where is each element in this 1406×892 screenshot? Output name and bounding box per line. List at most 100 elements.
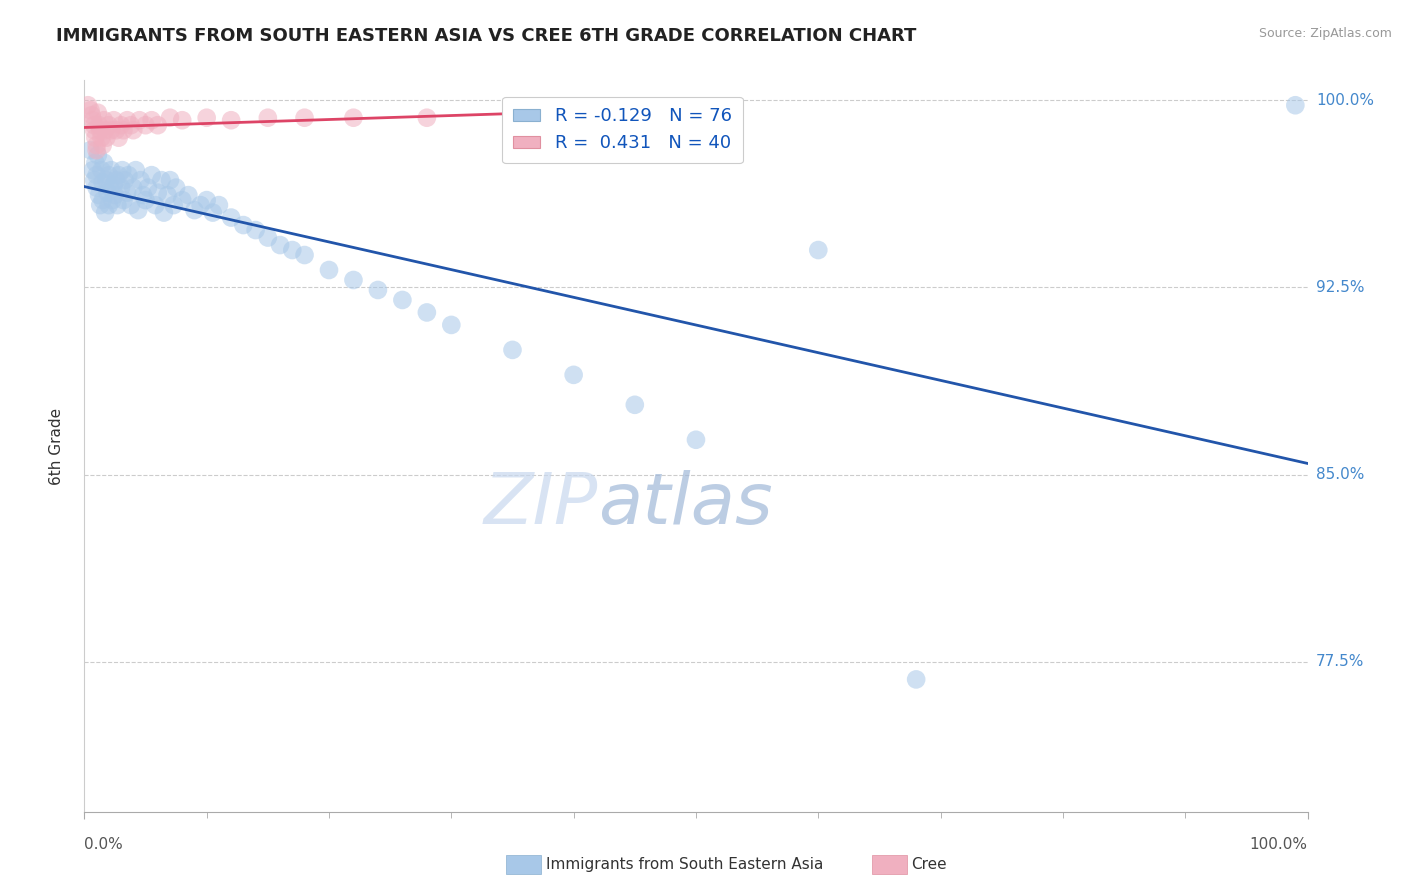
- Point: [128, 113, 150, 128]
- Point: [156, 188, 179, 202]
- Point: [201, 205, 224, 219]
- Point: [96, 173, 118, 187]
- Point: [538, 111, 561, 125]
- Point: [153, 205, 176, 219]
- Point: [110, 180, 132, 194]
- Point: [562, 368, 585, 382]
- Text: 100.0%: 100.0%: [1250, 837, 1308, 852]
- Point: [219, 211, 242, 225]
- Point: [129, 173, 152, 187]
- Point: [87, 188, 110, 202]
- Point: [86, 168, 108, 182]
- Y-axis label: 6th Grade: 6th Grade: [49, 408, 63, 484]
- Text: Source: ZipAtlas.com: Source: ZipAtlas.com: [1258, 27, 1392, 40]
- Point: [257, 230, 280, 244]
- Point: [685, 433, 707, 447]
- Point: [114, 173, 136, 187]
- Point: [97, 168, 120, 182]
- Text: 92.5%: 92.5%: [1316, 280, 1364, 295]
- Point: [94, 123, 117, 137]
- Point: [112, 193, 135, 207]
- Point: [219, 113, 242, 128]
- Point: [84, 155, 107, 169]
- Point: [159, 111, 181, 125]
- Point: [190, 198, 212, 212]
- Text: 85.0%: 85.0%: [1316, 467, 1364, 483]
- Point: [120, 118, 142, 132]
- Point: [318, 263, 340, 277]
- Text: ZIP: ZIP: [484, 470, 598, 539]
- Point: [122, 123, 145, 137]
- Point: [105, 173, 128, 187]
- Point: [90, 130, 112, 145]
- Point: [172, 193, 194, 207]
- Point: [89, 198, 111, 212]
- Point: [245, 223, 267, 237]
- Point: [905, 673, 928, 687]
- Point: [1284, 98, 1306, 112]
- Point: [440, 318, 463, 332]
- Point: [177, 188, 200, 202]
- Legend: R = -0.129   N = 76, R =  0.431   N = 40: R = -0.129 N = 76, R = 0.431 N = 40: [502, 96, 742, 163]
- Point: [87, 105, 110, 120]
- Point: [83, 173, 105, 187]
- Point: [141, 113, 163, 128]
- Point: [342, 111, 364, 125]
- Point: [93, 113, 115, 128]
- Point: [111, 163, 134, 178]
- Point: [342, 273, 364, 287]
- Point: [100, 163, 122, 178]
- Point: [232, 218, 254, 232]
- Point: [183, 203, 205, 218]
- Point: [104, 188, 127, 202]
- Point: [79, 143, 101, 157]
- Point: [135, 118, 157, 132]
- Point: [90, 163, 112, 178]
- Point: [98, 180, 121, 194]
- Point: [269, 238, 291, 252]
- Point: [125, 163, 148, 178]
- Point: [91, 193, 114, 207]
- Point: [112, 123, 135, 137]
- Point: [115, 186, 138, 200]
- Point: [501, 343, 523, 357]
- Point: [97, 186, 120, 200]
- Point: [87, 118, 110, 132]
- Point: [143, 198, 166, 212]
- Point: [105, 198, 128, 212]
- Point: [163, 198, 186, 212]
- Point: [89, 123, 111, 137]
- Point: [86, 143, 108, 157]
- Point: [294, 111, 316, 125]
- Point: [110, 118, 132, 132]
- Point: [87, 148, 110, 162]
- Point: [97, 198, 120, 212]
- Point: [82, 163, 104, 178]
- Point: [257, 111, 280, 125]
- Point: [159, 173, 181, 187]
- Point: [101, 193, 124, 207]
- Point: [91, 138, 114, 153]
- Point: [136, 180, 159, 194]
- Point: [135, 193, 157, 207]
- Point: [117, 168, 139, 182]
- Point: [416, 111, 439, 125]
- Point: [83, 118, 105, 132]
- Point: [208, 198, 231, 212]
- Point: [103, 113, 125, 128]
- Point: [127, 203, 149, 218]
- Point: [146, 118, 169, 132]
- Point: [281, 243, 304, 257]
- Point: [82, 113, 104, 128]
- Point: [79, 103, 101, 118]
- Point: [141, 168, 163, 182]
- Point: [150, 173, 173, 187]
- Text: 0.0%: 0.0%: [84, 837, 124, 852]
- Point: [367, 283, 389, 297]
- Point: [132, 188, 155, 202]
- Point: [96, 130, 118, 145]
- Text: 77.5%: 77.5%: [1316, 655, 1364, 669]
- Point: [122, 180, 145, 194]
- Point: [93, 155, 115, 169]
- Point: [100, 123, 122, 137]
